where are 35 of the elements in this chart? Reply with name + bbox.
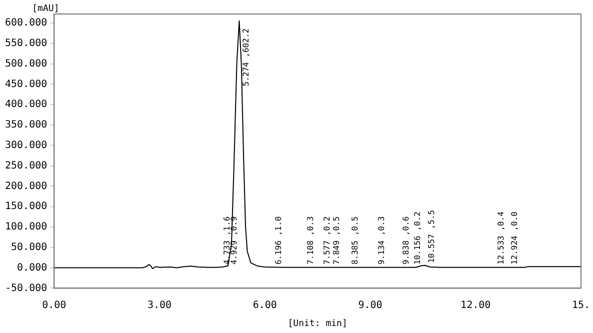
x-tick-label: 6.00 [252,300,277,311]
y-tick-label: 550.000 [4,38,48,49]
annotation: 6.196 ,1.0 [274,216,283,265]
y-tick-label: 600.000 [4,18,48,29]
annotation: 8.385 ,0.5 [350,216,360,265]
y-tick-label: 250.000 [4,160,48,172]
x-tick-label: 3.00 [147,300,172,311]
y-tick-label: 200.000 [4,180,48,192]
y-tick-label: 0.000 [17,262,48,274]
y-tick-label: 100.000 [4,222,48,233]
annotation: 9.134 ,0.3 [377,216,386,265]
y-tick-label: 300.000 [4,140,48,151]
annotation: 7.108 ,0.3 [306,216,315,265]
x-tick-label: 9.00 [358,300,382,311]
annotation: 10.156 ,0.2 [412,211,422,265]
annotation: 12.924 ,0.0 [510,211,520,265]
annotation: 10.557 ,5.5 [427,210,436,263]
annotation: 5.274 ,602.2 [241,28,250,86]
annotation: 4.733 ,1.6 [222,216,232,265]
y-tick-label: 150.000 [4,201,48,212]
y-tick-label: 350.000 [4,120,48,131]
y-tick-label: -50.000 [4,282,48,294]
x-tick-label: 15. [572,300,590,311]
x-tick-label: 12.00 [460,300,491,311]
x-axis-title: [Unit: min] [288,318,348,329]
annotation: 7.849 ,0.5 [332,216,341,265]
annotation: 9.838 ,0.6 [402,216,411,265]
y-tick-label: 400.000 [4,99,48,110]
annotation: 12.533 ,0.4 [496,211,506,265]
y-tick-label: 50.000 [11,242,48,253]
y-tick-label: 450.000 [4,78,48,90]
annotation: 7.577 ,0.2 [322,216,332,265]
x-tick-label: 0.00 [42,300,66,311]
y-tick-label: 500.000 [4,58,48,70]
y-axis-title: [mAU] [32,4,60,14]
